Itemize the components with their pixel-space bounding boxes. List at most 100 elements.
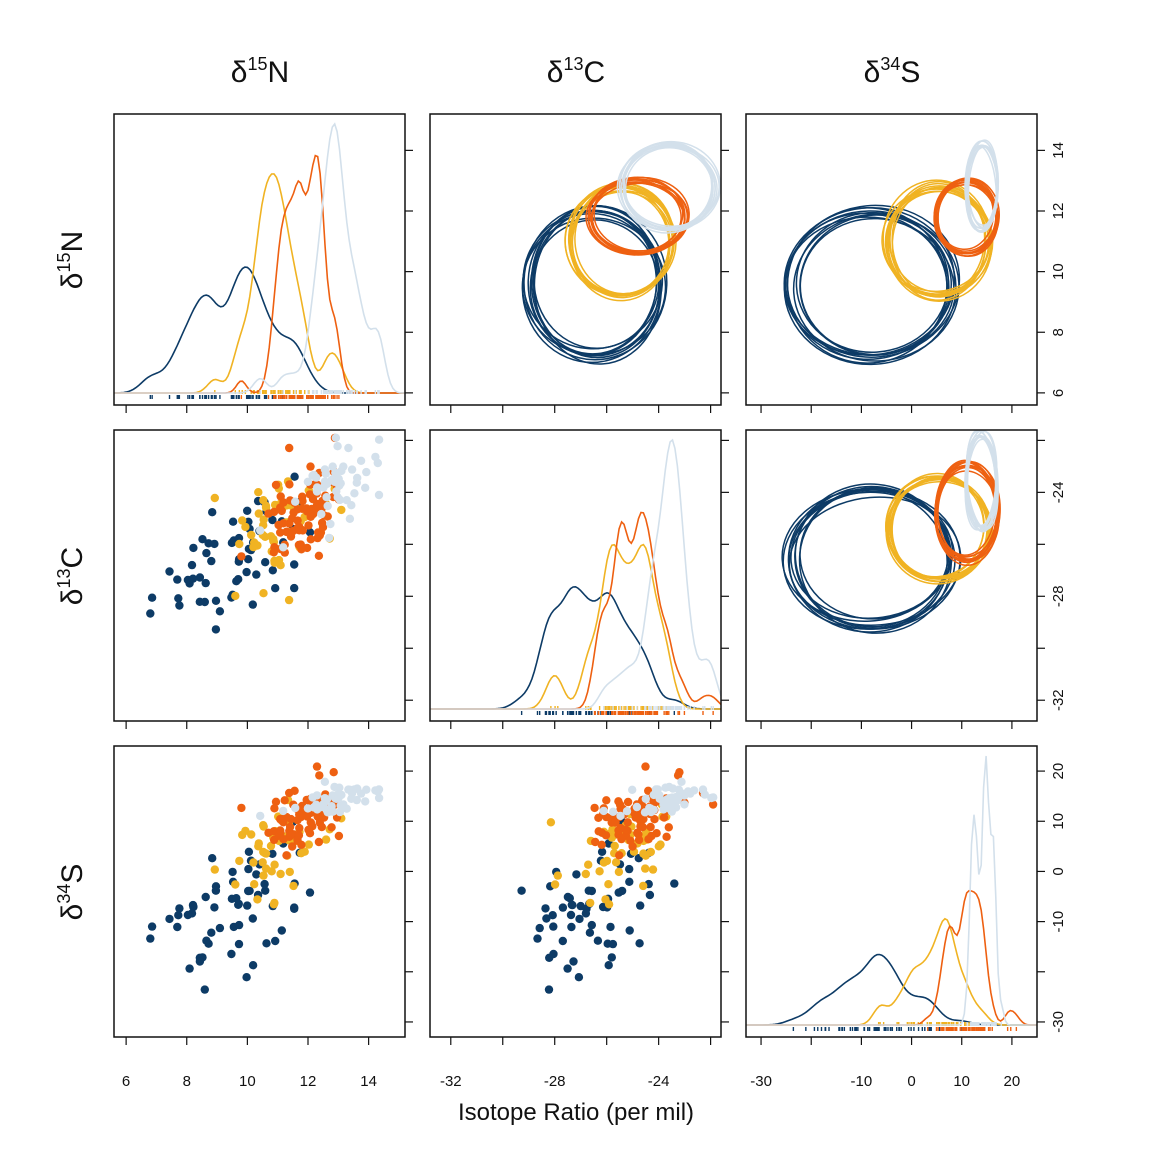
point-group4 xyxy=(347,465,357,474)
point-group2 xyxy=(254,509,263,518)
y-tick-label: 8 xyxy=(1050,328,1067,336)
y-tick-label: 10 xyxy=(1050,263,1067,280)
point-group1 xyxy=(242,973,251,982)
point-group4 xyxy=(675,790,685,800)
point-group3 xyxy=(315,771,324,780)
point-group3 xyxy=(304,825,313,834)
ellipse-group1 xyxy=(799,214,953,356)
point-group1 xyxy=(533,934,542,943)
point-group2 xyxy=(550,880,560,889)
point-group1 xyxy=(147,922,157,931)
point-group1 xyxy=(227,949,236,959)
point-group1 xyxy=(244,555,253,564)
point-group2 xyxy=(654,842,663,851)
point-group4 xyxy=(303,477,313,486)
point-group1 xyxy=(215,923,225,933)
point-group1 xyxy=(549,949,558,959)
point-group2 xyxy=(210,865,219,874)
point-group3 xyxy=(616,823,625,833)
panel-frame xyxy=(745,113,1038,406)
point-group1 xyxy=(243,901,252,910)
point-group2 xyxy=(284,595,294,605)
point-group3 xyxy=(334,831,344,841)
point-group1 xyxy=(635,939,644,948)
point-group4 xyxy=(345,785,355,794)
point-group3 xyxy=(286,830,295,839)
density-group4 xyxy=(746,755,1037,1026)
point-group1 xyxy=(542,914,551,923)
point-group1 xyxy=(200,597,209,607)
point-group4 xyxy=(321,796,330,805)
point-group1 xyxy=(604,961,613,970)
point-group3 xyxy=(294,540,304,550)
point-group3 xyxy=(271,480,281,490)
point-group2 xyxy=(641,864,650,873)
panel-content xyxy=(146,762,384,994)
point-group4 xyxy=(361,797,370,806)
point-group1 xyxy=(195,957,205,966)
ellipse-group3 xyxy=(591,178,686,254)
point-group2 xyxy=(604,880,613,889)
point-group4 xyxy=(344,443,353,453)
point-group4 xyxy=(356,456,366,465)
point-group3 xyxy=(285,443,294,453)
point-group2 xyxy=(249,542,258,552)
point-group4 xyxy=(335,807,345,817)
point-group4 xyxy=(279,806,288,816)
panel-S-N xyxy=(113,745,413,1045)
point-group3 xyxy=(314,551,324,560)
point-group4 xyxy=(303,804,313,813)
x-tick-label: 12 xyxy=(300,1073,317,1090)
panel-content xyxy=(517,762,718,994)
point-group1 xyxy=(146,934,155,943)
point-group2 xyxy=(610,841,619,851)
y-tick-label: -30 xyxy=(1050,1011,1067,1033)
point-group4 xyxy=(323,808,332,817)
point-group4 xyxy=(321,469,330,478)
point-group4 xyxy=(632,802,642,812)
point-group1 xyxy=(574,973,584,982)
panel-C-N xyxy=(113,429,413,729)
point-group2 xyxy=(553,871,562,880)
point-group4 xyxy=(651,785,661,794)
point-group3 xyxy=(594,827,603,836)
point-group2 xyxy=(250,880,259,889)
point-group1 xyxy=(585,928,595,937)
point-group1 xyxy=(566,910,576,920)
point-group2 xyxy=(235,539,244,549)
point-group2 xyxy=(639,881,648,891)
panel-N-S xyxy=(745,113,1045,413)
panel-content xyxy=(783,139,1000,366)
point-group4 xyxy=(333,493,342,502)
point-group1 xyxy=(549,922,558,931)
point-group1 xyxy=(252,570,261,579)
point-group1 xyxy=(587,886,596,896)
point-group1 xyxy=(175,601,184,610)
point-group1 xyxy=(202,936,211,945)
point-group3 xyxy=(293,516,302,525)
point-group1 xyxy=(576,901,585,911)
point-group4 xyxy=(362,467,371,477)
point-group1 xyxy=(248,961,258,970)
point-group1 xyxy=(165,914,174,924)
point-group3 xyxy=(635,816,645,825)
y-tick-label: 12 xyxy=(1050,203,1067,220)
point-group1 xyxy=(208,854,217,863)
point-group4 xyxy=(599,806,608,816)
point-group4 xyxy=(331,433,341,442)
point-group1 xyxy=(607,953,616,962)
panel-content xyxy=(146,433,384,634)
point-group2 xyxy=(241,522,250,532)
point-group1 xyxy=(174,594,183,603)
y-tick-label: 14 xyxy=(1050,142,1067,159)
x-tick-label: 14 xyxy=(360,1073,377,1090)
point-group1 xyxy=(252,870,261,879)
x-tick-label: -30 xyxy=(750,1073,772,1090)
point-group1 xyxy=(625,877,634,886)
point-group2 xyxy=(648,865,658,874)
point-group3 xyxy=(302,543,312,553)
point-group3 xyxy=(664,823,673,832)
point-group4 xyxy=(324,533,334,543)
point-group4 xyxy=(291,497,300,506)
point-group1 xyxy=(625,864,634,874)
